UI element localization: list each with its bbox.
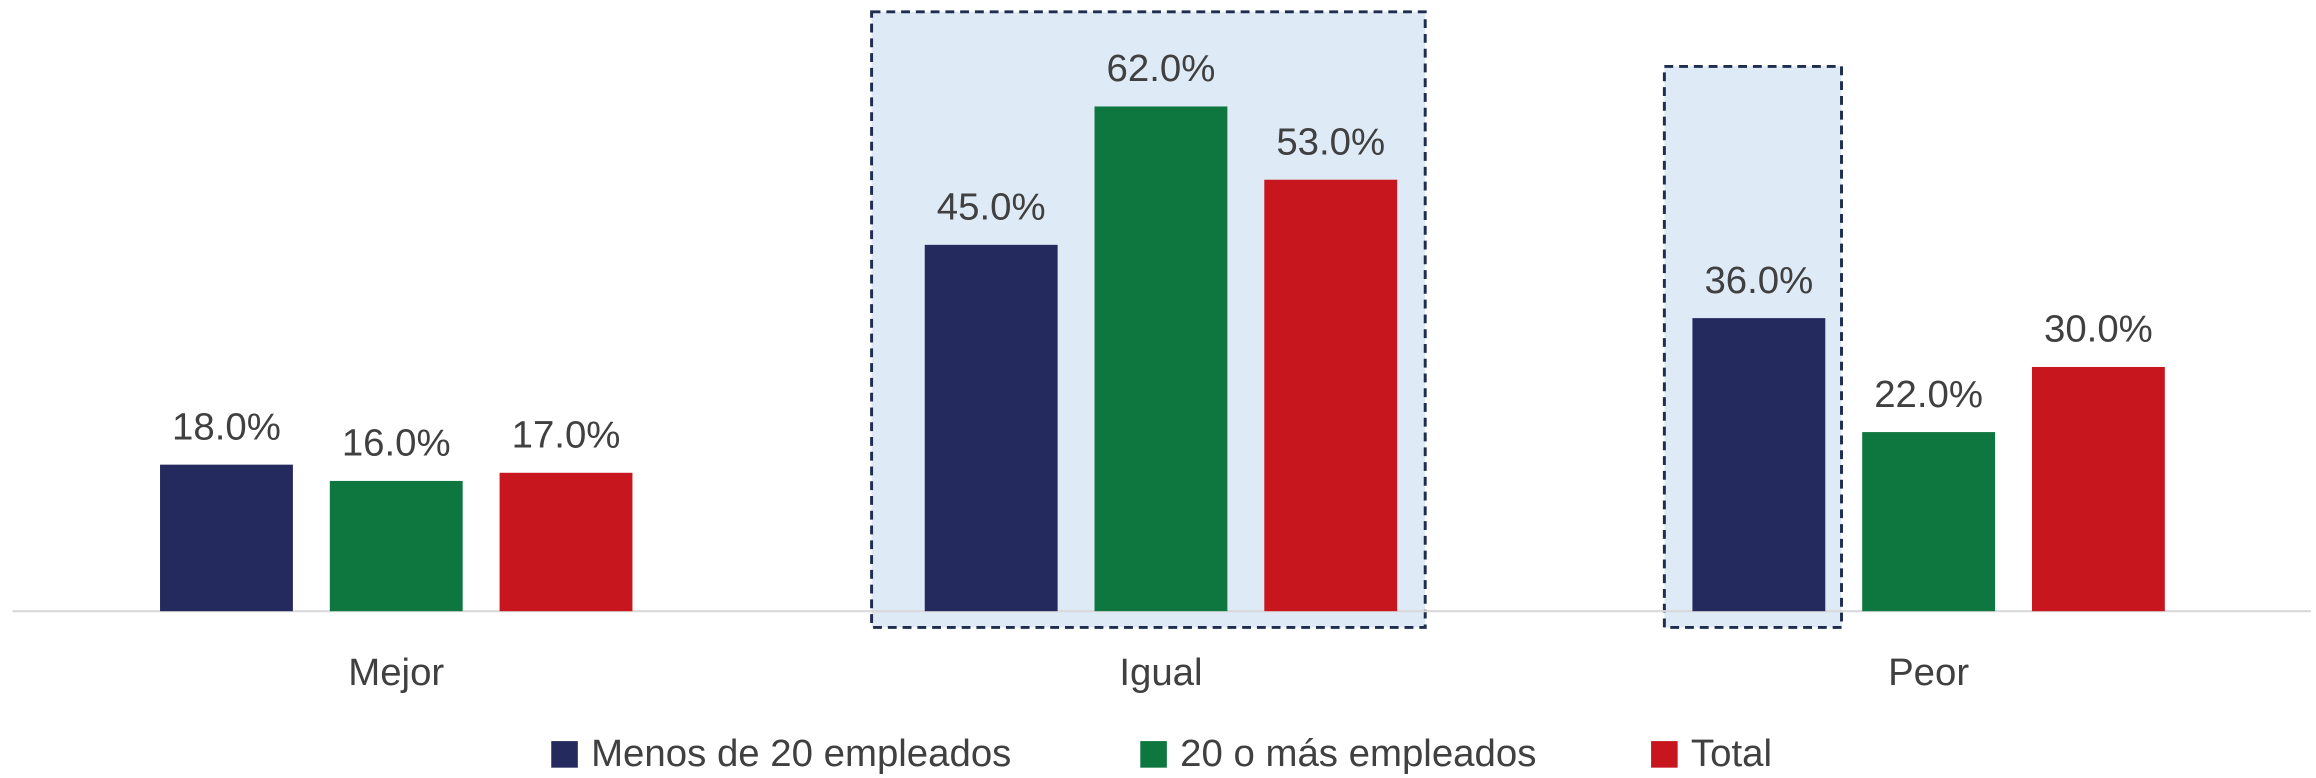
- data-label: 22.0%: [1874, 373, 1983, 416]
- x-tick-label: Igual: [1119, 651, 1202, 694]
- bar: [1862, 432, 1996, 612]
- data-label: 36.0%: [1704, 259, 1813, 302]
- legend-label: Menos de 20 empleados: [591, 732, 1011, 775]
- x-tick-label: Mejor: [348, 651, 444, 694]
- bar: [1094, 106, 1228, 612]
- data-label: 30.0%: [2044, 308, 2153, 351]
- data-label: 53.0%: [1276, 120, 1385, 163]
- legend-swatch: [1651, 741, 1678, 768]
- data-label: 18.0%: [172, 405, 281, 448]
- bar: [160, 464, 293, 612]
- bar: [1264, 179, 1398, 612]
- bar: [1692, 318, 1826, 612]
- data-label: 45.0%: [937, 186, 1046, 229]
- bar: [2031, 366, 2165, 612]
- bar: [329, 480, 463, 612]
- legend-label: 20 o más empleados: [1180, 732, 1536, 775]
- data-label: 62.0%: [1107, 47, 1216, 90]
- legend-label: Total: [1691, 732, 1772, 775]
- bar: [924, 244, 1058, 612]
- data-label: 16.0%: [342, 422, 451, 465]
- bar: [499, 472, 633, 612]
- legend-swatch: [1140, 741, 1167, 768]
- legend-swatch: [551, 741, 578, 768]
- x-tick-label: Peor: [1888, 651, 1969, 694]
- data-label: 17.0%: [512, 413, 621, 456]
